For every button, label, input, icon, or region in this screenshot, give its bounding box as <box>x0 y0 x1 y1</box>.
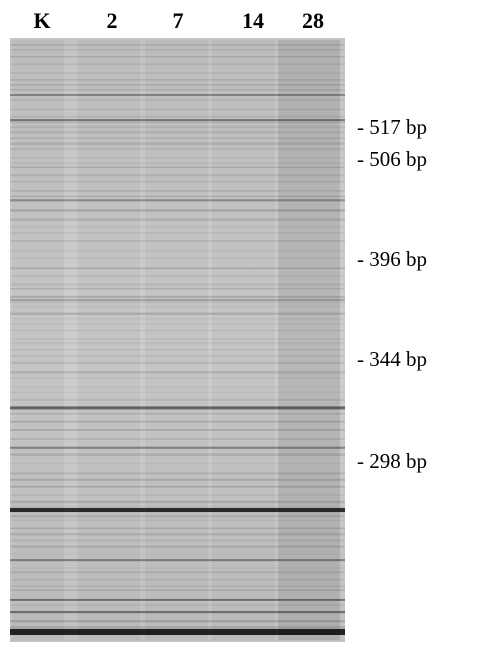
gel-figure: K 2 7 14 28 - 517 bp - 506 bp - 396 bp -… <box>0 0 479 649</box>
size-marker: - 517 bp <box>357 115 427 139</box>
lane-label: 14 <box>242 8 264 33</box>
lane-label: 7 <box>173 8 184 33</box>
size-marker: - 298 bp <box>357 449 427 473</box>
gel-bands <box>10 40 345 640</box>
lane <box>145 40 208 640</box>
lane <box>12 40 64 640</box>
size-marker: - 396 bp <box>357 247 427 271</box>
lane-label: 2 <box>107 8 118 33</box>
page: {"lanes": ["K", "2", "7", "14", "28"], "… <box>0 0 479 649</box>
lane <box>78 40 140 640</box>
size-marker: - 344 bp <box>357 347 427 371</box>
lane-label: 28 <box>302 8 324 33</box>
lane <box>278 40 340 640</box>
lane <box>212 40 275 640</box>
lane-label: K <box>33 8 50 33</box>
size-marker: - 506 bp <box>357 147 427 171</box>
